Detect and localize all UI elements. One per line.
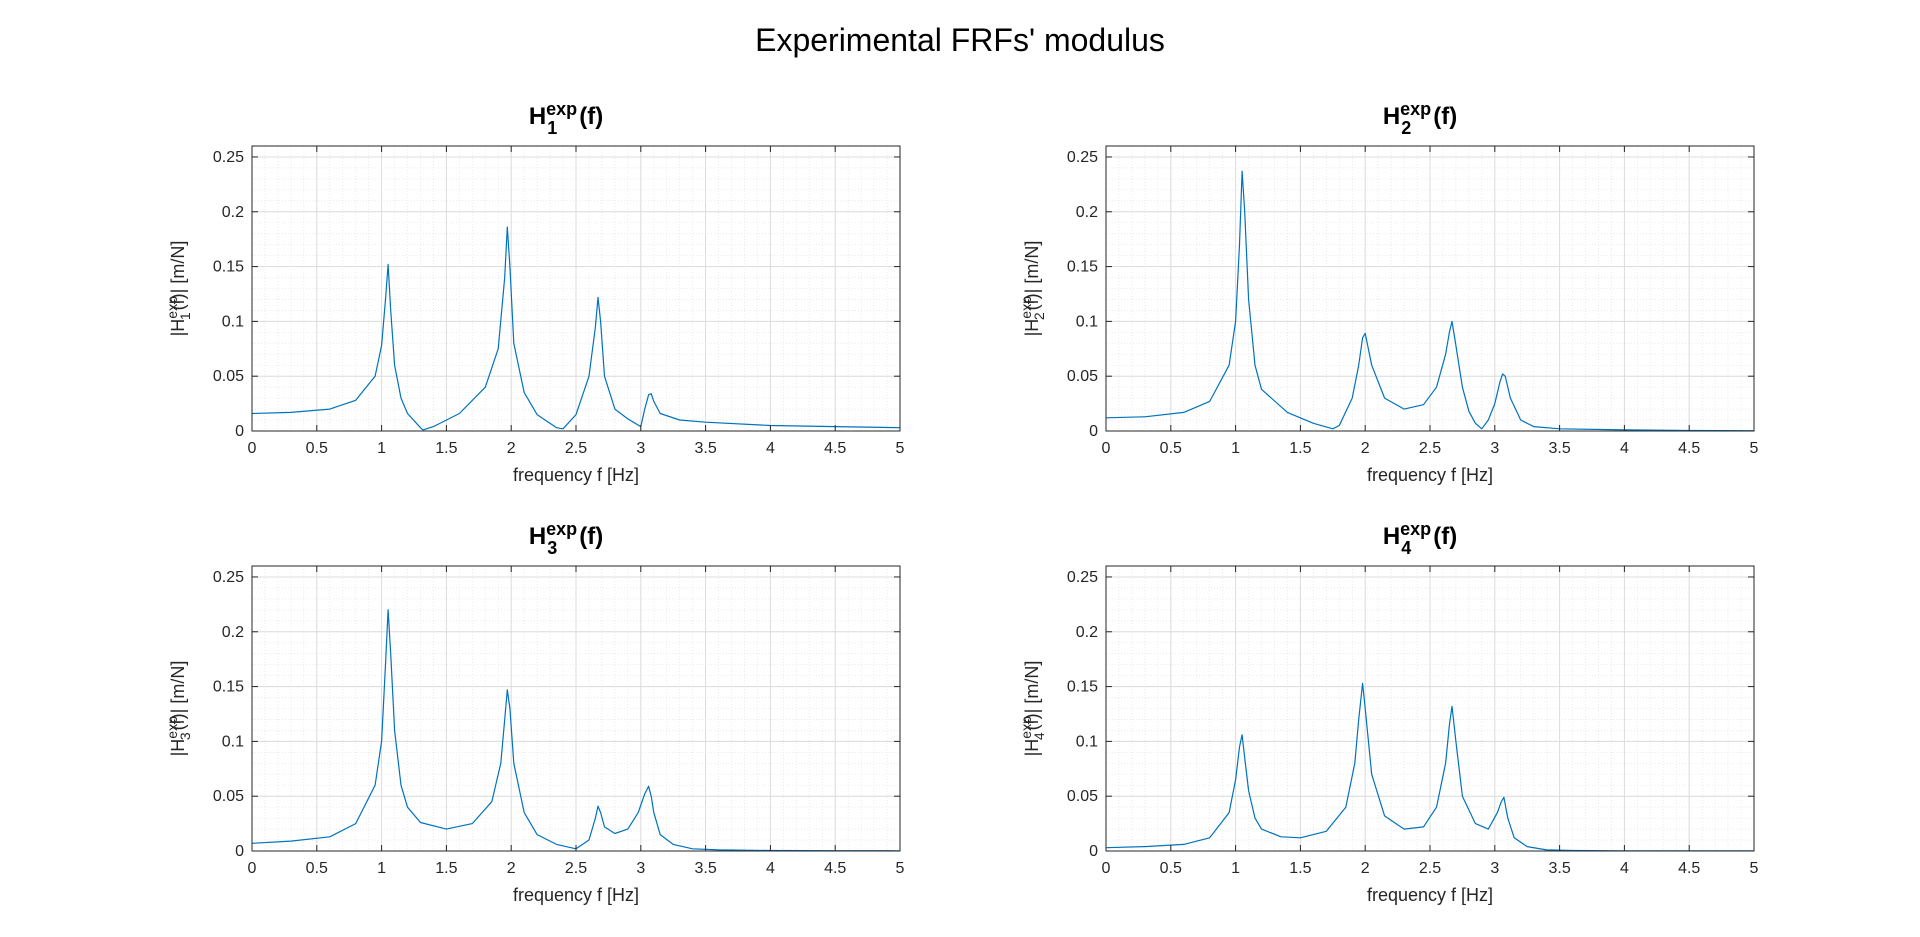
x-tick-label: 2 bbox=[1361, 860, 1370, 877]
subplot-1: 0 0.5 1 1.5 2 2.5 3 3.5 4 4.5 5 0 0.05 0.1 0.15 0.2 0.25… bbox=[164, 99, 905, 485]
y-tick-label: 0.15 bbox=[1067, 259, 1098, 276]
x-tick-label: 3 bbox=[1490, 440, 1499, 457]
y-tick-label: 0.15 bbox=[213, 679, 244, 696]
y-axis-label: |Hexp1(f)| [m/N] bbox=[164, 241, 193, 337]
x-tick-label: 5 bbox=[1750, 440, 1759, 457]
y-tick-label: 0.25 bbox=[213, 149, 244, 166]
x-tick-label: 3 bbox=[636, 860, 645, 877]
x-tick-label: 3.5 bbox=[694, 440, 716, 457]
y-tick-label: 0.1 bbox=[1076, 313, 1098, 330]
subplot-2: 0 0.5 1 1.5 2 2.5 3 3.5 4 4.5 5 0 0.05 0.1 0.15 0.2 0.25… bbox=[1018, 99, 1759, 485]
x-tick-label: 2 bbox=[507, 860, 516, 877]
x-tick-label: 3 bbox=[1490, 860, 1499, 877]
y-tick-label: 0.25 bbox=[213, 569, 244, 586]
x-tick-label: 4 bbox=[766, 440, 775, 457]
x-tick-label: 0 bbox=[1102, 440, 1111, 457]
x-axis-label: frequency f [Hz] bbox=[513, 885, 639, 905]
y-tick-label: 0.2 bbox=[1076, 624, 1098, 641]
x-tick-label: 0.5 bbox=[306, 860, 328, 877]
x-tick-label: 3 bbox=[636, 440, 645, 457]
x-tick-label: 2.5 bbox=[1419, 440, 1441, 457]
y-tick-label: 0.2 bbox=[1076, 204, 1098, 221]
x-tick-label: 3.5 bbox=[694, 860, 716, 877]
x-tick-label: 1.5 bbox=[1289, 440, 1311, 457]
x-tick-label: 2.5 bbox=[1419, 860, 1441, 877]
x-tick-label: 4 bbox=[766, 860, 775, 877]
y-tick-label: 0.1 bbox=[222, 733, 244, 750]
x-tick-label: 2 bbox=[507, 440, 516, 457]
x-tick-label: 3.5 bbox=[1548, 440, 1570, 457]
y-tick-label: 0.1 bbox=[1076, 733, 1098, 750]
subplot-title: Hexp 4 (f) bbox=[1383, 519, 1457, 558]
y-tick-label: 0.15 bbox=[1067, 679, 1098, 696]
x-tick-label: 4 bbox=[1620, 440, 1629, 457]
x-tick-label: 0 bbox=[248, 440, 257, 457]
frf-line bbox=[251, 226, 901, 431]
x-tick-label: 0.5 bbox=[1160, 860, 1182, 877]
y-tick-label: 0.2 bbox=[222, 624, 244, 641]
x-tick-label: 1.5 bbox=[435, 860, 457, 877]
x-tick-label: 0 bbox=[248, 860, 257, 877]
x-tick-label: 0.5 bbox=[1160, 440, 1182, 457]
subplot-title: Hexp 3 (f) bbox=[529, 519, 603, 558]
frf-line bbox=[1105, 170, 1755, 432]
x-tick-label: 2.5 bbox=[565, 860, 587, 877]
subplot-3: 0 0.5 1 1.5 2 2.5 3 3.5 4 4.5 5 0 0.05 0.1 0.15 0.2 0.25… bbox=[164, 519, 905, 905]
y-axis-label: |Hexp4(f)| [m/N] bbox=[1018, 661, 1047, 757]
subplot-title: Hexp 1 (f) bbox=[529, 99, 603, 138]
x-tick-label: 5 bbox=[896, 860, 905, 877]
x-axis-label: frequency f [Hz] bbox=[513, 465, 639, 485]
y-tick-label: 0.25 bbox=[1067, 149, 1098, 166]
x-tick-label: 2.5 bbox=[565, 440, 587, 457]
y-tick-label: 0 bbox=[235, 423, 244, 440]
y-tick-label: 0.15 bbox=[213, 259, 244, 276]
y-tick-label: 0.25 bbox=[1067, 569, 1098, 586]
x-tick-label: 0 bbox=[1102, 860, 1111, 877]
x-tick-label: 1 bbox=[1231, 860, 1240, 877]
subplot-title: Hexp 2 (f) bbox=[1383, 99, 1457, 138]
y-tick-label: 0 bbox=[235, 843, 244, 860]
x-tick-label: 1.5 bbox=[435, 440, 457, 457]
y-tick-label: 0.2 bbox=[222, 204, 244, 221]
x-tick-label: 1 bbox=[1231, 440, 1240, 457]
x-tick-label: 4.5 bbox=[1678, 440, 1700, 457]
x-axis-label: frequency f [Hz] bbox=[1367, 465, 1493, 485]
y-axis-label: |Hexp2(f)| [m/N] bbox=[1018, 241, 1047, 337]
y-tick-label: 0.05 bbox=[213, 368, 244, 385]
x-tick-label: 1 bbox=[377, 860, 386, 877]
x-tick-label: 1 bbox=[377, 440, 386, 457]
x-tick-label: 3.5 bbox=[1548, 860, 1570, 877]
frf-line bbox=[251, 609, 901, 852]
subplot-4: 0 0.5 1 1.5 2 2.5 3 3.5 4 4.5 5 0 0.05 0.1 0.15 0.2 0.25… bbox=[1018, 519, 1759, 905]
y-tick-label: 0 bbox=[1089, 423, 1098, 440]
y-tick-label: 0.05 bbox=[1067, 368, 1098, 385]
x-tick-label: 5 bbox=[1750, 860, 1759, 877]
frf-line bbox=[1105, 682, 1754, 852]
y-tick-label: 0.05 bbox=[1067, 788, 1098, 805]
x-tick-label: 4.5 bbox=[824, 860, 846, 877]
y-tick-label: 0.05 bbox=[213, 788, 244, 805]
x-tick-label: 4 bbox=[1620, 860, 1629, 877]
y-axis-label: |Hexp3(f)| [m/N] bbox=[164, 661, 193, 757]
y-tick-label: 0.1 bbox=[222, 313, 244, 330]
figure-title: Experimental FRFs' modulus bbox=[755, 22, 1165, 58]
x-tick-label: 5 bbox=[896, 440, 905, 457]
x-tick-label: 4.5 bbox=[824, 440, 846, 457]
x-tick-label: 4.5 bbox=[1678, 860, 1700, 877]
x-axis-label: frequency f [Hz] bbox=[1367, 885, 1493, 905]
x-tick-label: 2 bbox=[1361, 440, 1370, 457]
y-tick-label: 0 bbox=[1089, 843, 1098, 860]
x-tick-label: 1.5 bbox=[1289, 860, 1311, 877]
x-tick-label: 0.5 bbox=[306, 440, 328, 457]
